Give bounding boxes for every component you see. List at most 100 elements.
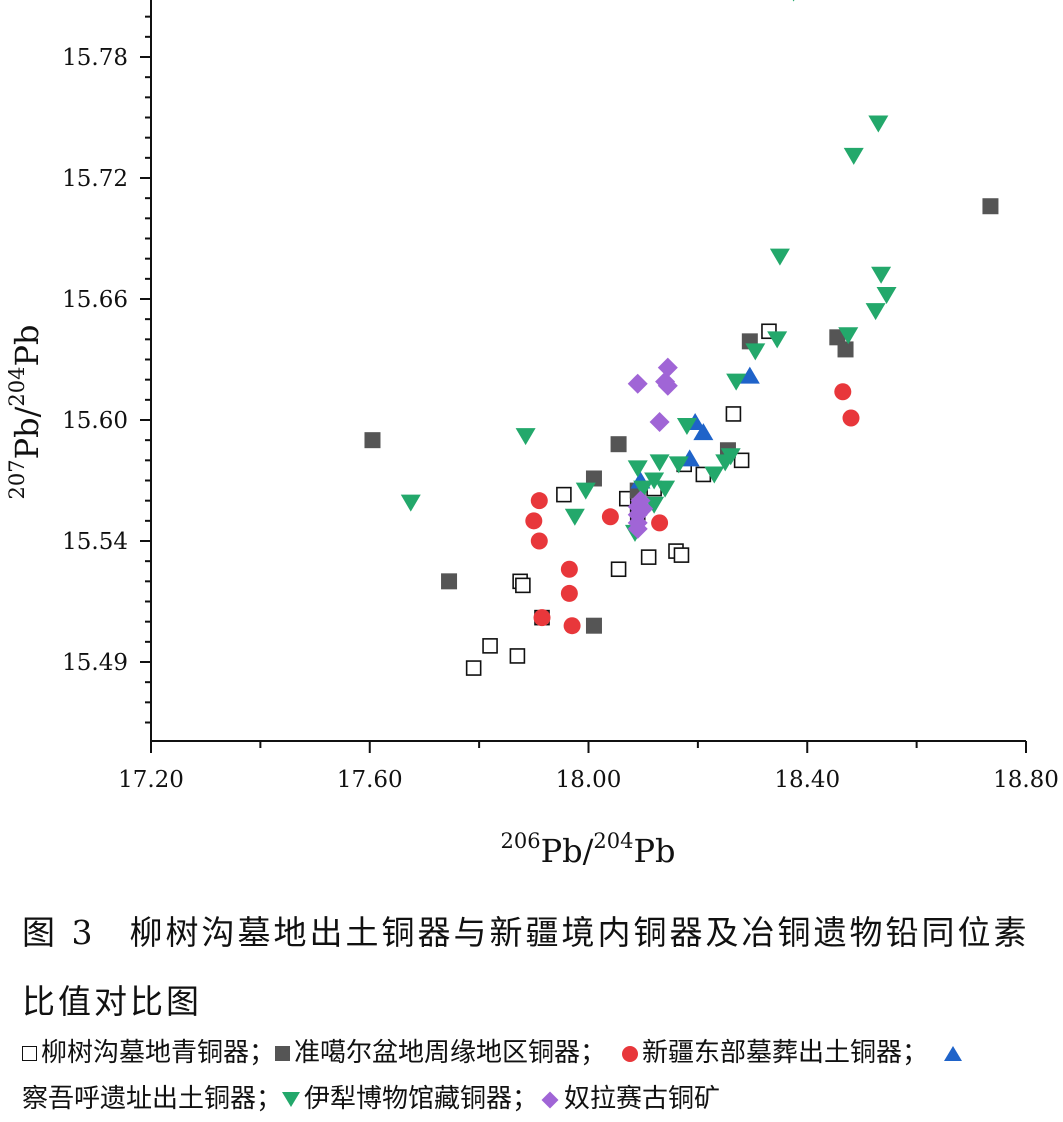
y-tick-label: 15.60 [62,408,128,434]
legend-label: 柳树沟墓地青铜器； [41,1038,276,1068]
y-tick-label: 15.54 [62,529,128,555]
data-point [627,518,648,539]
data-point [533,609,551,627]
data-point [560,560,578,578]
data-point [767,331,788,349]
data-point [868,115,889,133]
data-point [564,508,585,526]
data-point [739,366,760,384]
figure-title: 柳树沟墓地出土铜器与新疆境内铜器及冶铜遗物铅同位素比值对比图 [22,913,1030,1021]
legend-item-junggar: 准噶尔盆地周缘地区铜器； [275,1038,606,1068]
legend-label: 奴拉赛古铜矿 [564,1084,721,1114]
legend-item-nulasai: 奴拉赛古铜矿 [538,1084,720,1114]
data-point [725,406,742,422]
data-point [560,584,578,602]
data-point [525,512,543,530]
data-point [843,147,864,165]
data-point [673,547,690,563]
data-point [610,436,627,453]
data-point [720,448,741,466]
data-point [515,428,536,446]
data-point [693,423,714,441]
y-tick-label: 15.72 [62,166,128,192]
data-point [509,648,526,664]
series-triangle-down [400,0,897,542]
data-points [364,0,999,676]
data-point [530,492,548,510]
data-point [640,549,657,565]
legend: 柳树沟墓地青铜器； 准噶尔盆地周缘地区铜器； 新疆东部墓葬出土铜器； 察吾呼遗址出土铜… [22,1030,1057,1122]
data-point [400,494,421,512]
data-point [871,266,892,284]
legend-item-chawuhu: 察吾呼遗址出土铜器； [22,1038,966,1114]
data-point [633,498,654,519]
x-tick-label: 17.20 [118,767,184,793]
legend-item-yili: 伊犁博物馆藏铜器； [282,1084,538,1114]
series-diamond [627,357,678,539]
data-point [649,412,670,433]
data-point [834,383,852,401]
data-point [676,418,697,436]
data-point [769,248,790,266]
data-point [838,327,859,345]
data-point [745,343,766,361]
data-point [982,198,999,215]
x-axis-label: 206Pb/204Pb [501,829,676,870]
data-point [441,573,458,590]
x-tick-label: 18.80 [993,767,1059,793]
data-point [627,373,648,394]
data-point [644,472,665,490]
data-point [657,375,678,396]
data-point [655,480,676,498]
filled-square-icon [275,1046,291,1061]
data-point [530,532,548,550]
data-point [482,638,498,654]
data-point [651,514,669,532]
series-triangle-up [630,366,760,489]
x-tick-label: 18.00 [556,767,622,793]
data-point [649,454,670,472]
legend-label: 准噶尔盆地周缘地区铜器； [294,1038,607,1068]
triangle-up-icon [944,1046,963,1061]
legend-label: 察吾呼遗址出土铜器； [22,1084,283,1114]
data-point [585,617,602,634]
y-axis-label: 207Pb/204Pb [5,325,46,500]
data-point [556,486,572,503]
x-tick-label: 18.40 [774,767,840,793]
data-point [627,460,648,478]
data-point [610,561,627,578]
data-point [364,432,381,449]
data-point [842,409,860,427]
y-tick-label: 15.66 [62,287,128,313]
data-point [733,452,750,469]
data-point [876,286,897,304]
triangle-down-icon [282,1092,301,1107]
ticks: 17.20 17.60 18.00 18.40 18.80 15.49 15.54 15.60… [62,15,1059,793]
legend-label: 新疆东部墓葬出土铜器； [642,1038,929,1068]
data-point [575,482,596,500]
data-point [829,329,846,346]
legend-item-east-xinjiang: 新疆东部墓葬出土铜器； [606,1038,928,1068]
open-square-icon [22,1046,37,1061]
circle-icon [622,1045,639,1062]
data-point [633,480,654,498]
data-point [865,303,886,321]
data-point [515,577,531,594]
legend-label: 伊犁博物馆藏铜器； [304,1084,539,1114]
data-point [704,466,725,484]
series-circle [525,383,860,635]
data-point [726,373,747,391]
series-filled-square [364,198,999,634]
figure-number: 图 3 [22,913,96,952]
data-point [563,617,581,635]
figure-caption: 图 3 柳树沟墓地出土铜器与新疆境内铜器及冶铜遗物铅同位素比值对比图 [22,898,1052,1036]
scatter-chart: 17.20 17.60 18.00 18.40 18.80 15.49 15.54 15.60… [5,0,1059,870]
data-point [792,0,795,2]
data-point [601,508,619,526]
data-point [668,456,689,474]
legend-item-liushugou: 柳树沟墓地青铜器； [22,1038,275,1068]
x-tick-label: 17.60 [337,767,403,793]
data-point [585,470,602,487]
y-tick-label: 15.78 [62,45,128,71]
data-point [465,660,482,676]
